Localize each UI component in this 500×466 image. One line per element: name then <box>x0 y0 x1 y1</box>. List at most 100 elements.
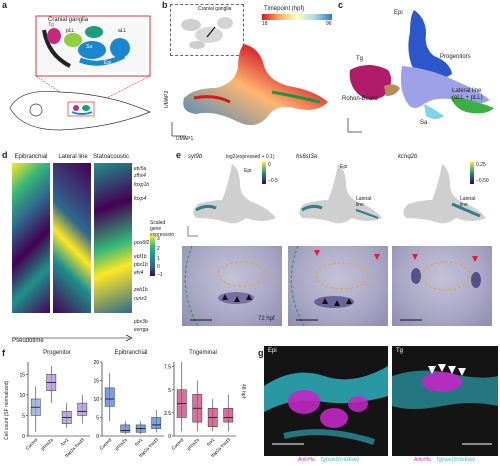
g-right-tag: Tg <box>396 348 404 354</box>
col-header-lateral: Lateral line <box>58 154 88 160</box>
label-sa: Sa <box>86 44 93 50</box>
gene-e2: hs6st3a <box>296 154 318 160</box>
label-epi: Epi <box>104 60 112 66</box>
gene-etv4: etv4 <box>134 270 144 276</box>
scale1-tick-1: −0.5 <box>268 178 278 184</box>
fluor-epi-overlay <box>264 366 388 445</box>
e-label-line-2: line <box>356 202 364 208</box>
category-label: Control <box>99 437 113 451</box>
category-label: fox1 <box>60 437 70 447</box>
ish-time-label: 72 hpf <box>258 316 275 322</box>
label-c-lateral2: (aLL + pLL) <box>452 95 483 101</box>
g-left-caption-b: Tg(sox10:nlsEos) <box>320 457 359 463</box>
axis-umap2: UMAP2 <box>164 90 170 108</box>
col-header-statoacoustic: Statoacoustic <box>92 154 130 160</box>
panel-c-letter: c <box>338 0 344 10</box>
box3-title: Trigeminal <box>189 350 217 356</box>
y-tick-label: 5 <box>168 388 171 394</box>
box <box>223 408 234 423</box>
y-tick-label: 15 <box>93 379 99 385</box>
panel-b-inset <box>170 4 244 56</box>
ish-syt9b <box>182 246 282 326</box>
gene-pbx1b: pbx1b <box>134 262 148 268</box>
panel-a-letter: a <box>2 0 8 10</box>
y-tick-label: 10 <box>93 397 99 403</box>
cb-tick-0: 0 <box>157 264 160 270</box>
label-c-sa: Sa <box>420 120 428 126</box>
panel-g-letter: g <box>258 348 264 358</box>
fluor-epi <box>264 346 388 456</box>
f-side-label: 48 hpf <box>240 384 246 398</box>
e-label-epi-2: Epi <box>340 164 348 170</box>
y-tick-label: 15 <box>19 372 25 378</box>
g-left-tag: Epi <box>268 348 277 354</box>
panel-a-illustration <box>9 15 151 131</box>
umap-hs6st3a <box>299 164 382 224</box>
e-label-lateral-2: Lateral <box>356 196 372 202</box>
y-tick-label: 10 <box>19 393 25 399</box>
label-c-tg: Tg <box>356 56 364 62</box>
y-tick-label: 5 <box>22 413 25 419</box>
category-label: phox2a <box>186 437 200 451</box>
timepoint-colorbar <box>262 14 332 20</box>
label-tg: Tg <box>48 22 54 28</box>
umap-kcnq2b <box>403 164 486 224</box>
scale1-title: log2(expressed + 0.1) <box>226 154 275 160</box>
legend-max: 96 <box>326 21 332 27</box>
category-label: phox2a <box>40 437 54 451</box>
label-c-progenitors: Progenitors <box>440 54 471 60</box>
y-tick-label: 2.5 <box>164 411 171 417</box>
box <box>104 387 115 407</box>
expression-colorbar <box>150 236 155 276</box>
box <box>77 402 88 416</box>
scale1-bar <box>262 162 266 184</box>
ish-hs6st3a-overlay <box>290 246 380 326</box>
umap-celltype-plot <box>347 10 494 133</box>
category-label: phox2a <box>114 437 128 451</box>
box <box>151 417 162 429</box>
cb-tick-2: 2 <box>157 246 160 252</box>
gene-etv5a: etv5a <box>134 166 147 172</box>
y-tick-label: 0 <box>22 434 25 440</box>
ish-kcnq2b-overlay <box>400 254 481 321</box>
panel-b-letter: b <box>162 0 168 10</box>
gene-foxp4: foxp4 <box>134 196 147 202</box>
cb-tick-1: 1 <box>157 256 160 262</box>
heatmap-lateral <box>53 163 91 313</box>
label-c-lateral: Lateral line <box>452 88 482 94</box>
umap-syt9b <box>187 164 276 237</box>
e-label-lateral-3: Lateral <box>460 196 476 202</box>
scale3-bar <box>470 162 474 184</box>
heatmap-epibranchial <box>12 163 50 313</box>
label-pll: pLL <box>66 28 75 34</box>
pseudotime-label: Pseudotime <box>12 338 44 344</box>
inset-title: Cranial ganglia <box>198 6 232 12</box>
label-all: aLL <box>118 28 127 34</box>
box2-title: Epibranchial <box>114 350 148 356</box>
y-tick-label: 20 <box>93 360 99 366</box>
label-c-epi: Epi <box>394 10 403 16</box>
gene-zfhx4: zfhx4 <box>134 173 146 179</box>
y-tick-label: 0 <box>96 434 99 440</box>
gene-e1: syt9b <box>188 154 203 160</box>
panel-a-title: Cranial ganglia <box>48 17 89 23</box>
e-label-line-3: line <box>460 202 468 208</box>
y-tick-label: 0 <box>168 434 171 440</box>
ish-hs6st3a <box>288 246 388 326</box>
ish-syt9b-overlay <box>184 246 267 326</box>
fluor-tg-overlay <box>392 364 498 445</box>
gene-foxp1b: foxp1b <box>134 182 150 188</box>
category-label: fox1 <box>206 437 216 447</box>
gene-runx3: runx3 <box>134 296 147 302</box>
gene-esrrga: esrrga <box>134 327 149 333</box>
category-label: fox1 <box>134 437 144 447</box>
legend-min: 18 <box>262 21 268 27</box>
pseudotime-arrow <box>12 334 133 342</box>
label-c-rohon: Rohon-Beard <box>342 96 378 102</box>
y-tick-label: 5 <box>96 416 99 422</box>
gene-pbx3b: pbx3b <box>134 319 148 325</box>
panel-f-letter: f <box>2 348 5 358</box>
box1-title: Progenitor <box>43 350 71 356</box>
